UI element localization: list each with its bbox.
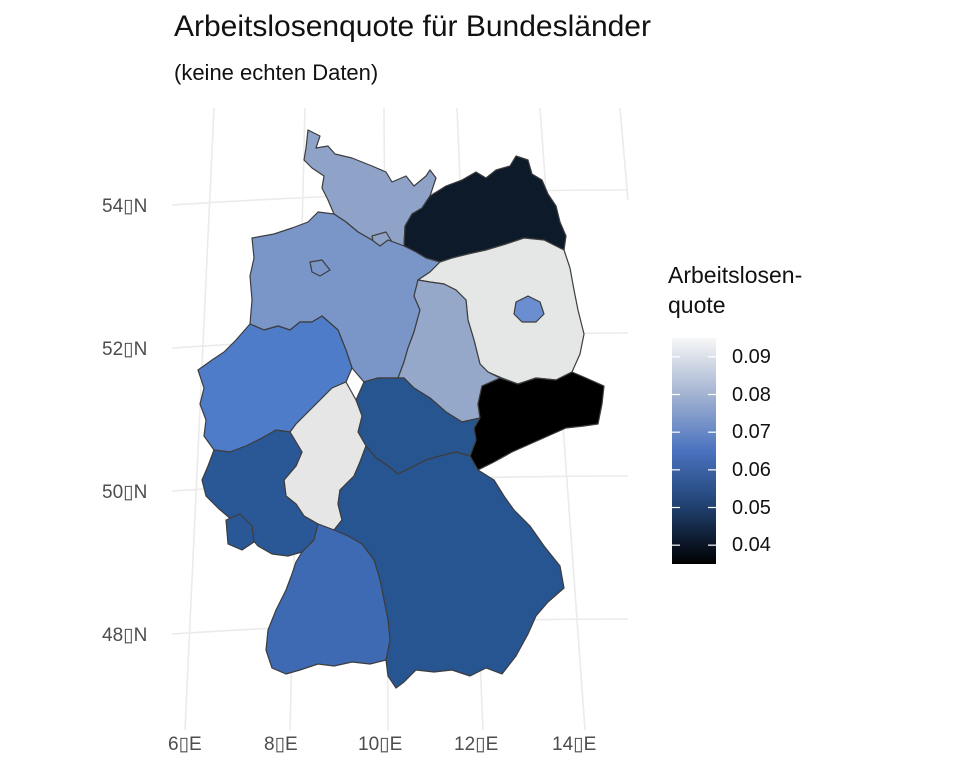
chart-subtitle: (keine echten Daten) bbox=[174, 60, 379, 85]
lon-label-12: 12▯E bbox=[454, 734, 498, 755]
legend-label: 0.08 bbox=[732, 383, 771, 406]
state-sachsen[interactable] bbox=[469, 371, 605, 471]
legend-label: 0.09 bbox=[732, 345, 771, 368]
state-saarland[interactable] bbox=[225, 513, 255, 551]
lat-label-54: 54▯N bbox=[102, 196, 147, 217]
meridian-6e bbox=[184, 107, 215, 731]
lon-label-6: 6▯E bbox=[168, 734, 202, 755]
legend-gradient bbox=[672, 338, 716, 564]
legend-label: 0.05 bbox=[732, 496, 771, 519]
meridian-16e bbox=[619, 107, 629, 201]
lat-axis: 54▯N 52▯N 50▯N 48▯N bbox=[102, 196, 147, 646]
legend-label: 0.04 bbox=[732, 534, 771, 557]
state-bremen[interactable] bbox=[309, 259, 331, 277]
legend-ticks bbox=[672, 356, 716, 546]
legend-title: Arbeitslosen- quote bbox=[668, 260, 802, 320]
chart-title: Arbeitslosenquote für Bundesländer bbox=[174, 10, 651, 43]
lon-label-8: 8▯E bbox=[264, 734, 298, 755]
lat-label-52: 52▯N bbox=[102, 339, 147, 360]
legend-color-bar bbox=[672, 338, 716, 564]
states bbox=[197, 129, 605, 689]
legend-label: 0.07 bbox=[732, 421, 771, 444]
state-baden-wuerttemberg[interactable] bbox=[265, 523, 391, 675]
legend-title-line2: quote bbox=[668, 292, 726, 318]
lat-label-50: 50▯N bbox=[102, 482, 147, 503]
lon-axis: 6▯E 8▯E 10▯E 12▯E 14▯E bbox=[168, 734, 596, 755]
legend-label: 0.06 bbox=[732, 458, 771, 481]
lat-label-48: 48▯N bbox=[102, 625, 147, 646]
lon-label-14: 14▯E bbox=[552, 734, 596, 755]
state-berlin[interactable] bbox=[513, 295, 545, 323]
lon-label-10: 10▯E bbox=[358, 734, 402, 755]
legend-title-line1: Arbeitslosen- bbox=[668, 262, 803, 288]
